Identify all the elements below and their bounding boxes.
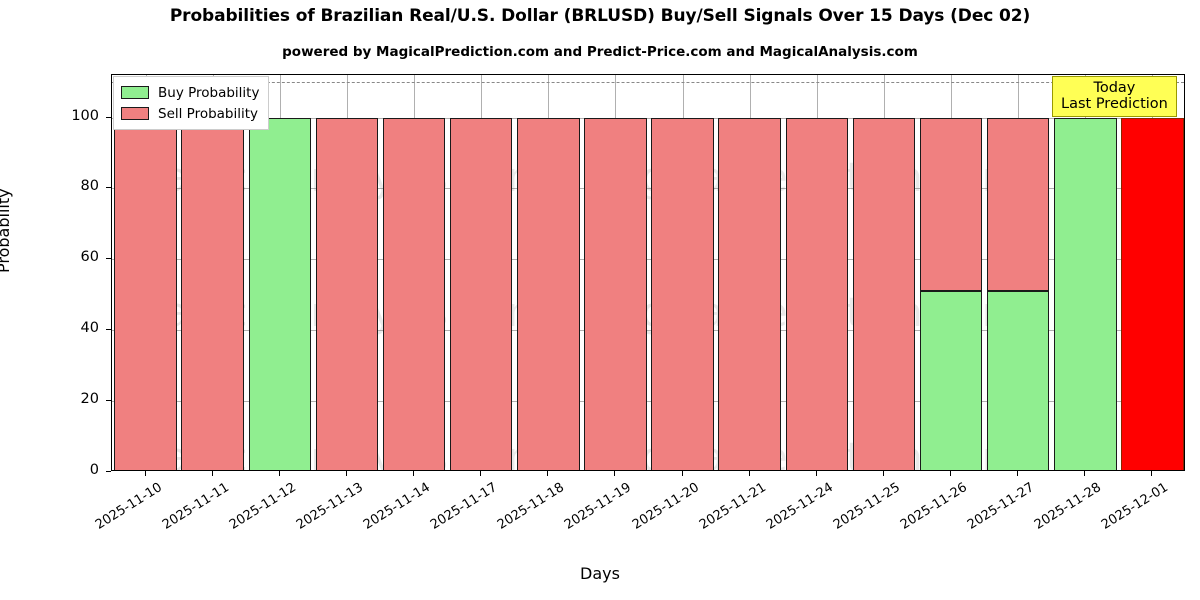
x-tick-mark-11 xyxy=(882,471,884,476)
legend-label-buy: Buy Probability xyxy=(158,84,260,101)
gridline-y-80 xyxy=(112,188,1184,190)
legend-swatch-sell-icon xyxy=(121,107,149,120)
x-tick-mark-12 xyxy=(950,471,952,476)
bar-buy-2025-11-27[interactable] xyxy=(986,291,1050,470)
bar-buy-2025-11-26[interactable] xyxy=(919,291,983,470)
x-tick-mark-8 xyxy=(681,471,683,476)
y-tick-mark-60 xyxy=(106,258,111,260)
bar-sell-2025-11-20[interactable] xyxy=(651,117,714,470)
bar-sell-2025-11-14[interactable] xyxy=(382,117,446,470)
y-tick-mark-0 xyxy=(106,471,111,472)
bar-buy-2025-11-28[interactable] xyxy=(1054,117,1117,470)
bar-buy-2025-11-12[interactable] xyxy=(248,117,312,470)
bar-sell-2025-11-21[interactable] xyxy=(718,117,781,470)
bar-sell-2025-11-11[interactable] xyxy=(181,117,244,470)
reference-dashed-line xyxy=(112,82,1184,84)
legend-item-buy: Buy Probability xyxy=(121,82,259,103)
today-annotation-line2: Last Prediction xyxy=(1061,96,1168,113)
x-tick-mark-14 xyxy=(1084,471,1086,476)
legend-swatch-buy-icon xyxy=(121,86,149,99)
y-tick-mark-100 xyxy=(106,116,111,118)
y-tick-label-0: 0 xyxy=(89,462,99,478)
bar-sell-2025-11-13[interactable] xyxy=(315,117,379,470)
today-annotation: Today Last Prediction xyxy=(1052,76,1177,118)
bar-sell-2025-11-25[interactable] xyxy=(852,117,916,470)
gridline-y-60 xyxy=(112,259,1184,261)
x-tick-mark-9 xyxy=(748,471,750,476)
x-tick-mark-15 xyxy=(1151,471,1153,476)
legend-item-sell: Sell Probability xyxy=(121,103,259,124)
plot-inner: MagicalAnalysis.comMagicaPrediction.comM… xyxy=(112,75,1184,470)
bar-sell-2025-11-19[interactable] xyxy=(584,117,647,470)
x-tick-mark-10 xyxy=(815,471,817,476)
bar-sell-2025-11-17[interactable] xyxy=(449,117,513,470)
y-tick-label-40: 40 xyxy=(80,320,99,337)
x-tick-mark-6 xyxy=(547,471,549,476)
chart-subtitle: powered by MagicalPrediction.com and Pre… xyxy=(282,44,918,60)
bar-sell-2025-11-24[interactable] xyxy=(785,117,849,470)
chart-title: Probabilities of Brazilian Real/U.S. Dol… xyxy=(169,6,1031,26)
bar-sell-2025-11-26[interactable] xyxy=(919,117,983,292)
y-tick-label-80: 80 xyxy=(80,178,99,195)
bar-today-2025-12-01[interactable] xyxy=(1121,117,1184,470)
y-tick-mark-40 xyxy=(106,329,111,331)
chart-legend: Buy Probability Sell Probability xyxy=(113,76,270,130)
today-annotation-line1: Today xyxy=(1093,80,1136,96)
x-tick-mark-13 xyxy=(1017,471,1019,476)
bar-sell-2025-11-18[interactable] xyxy=(517,117,580,470)
y-tick-mark-80 xyxy=(106,187,111,189)
x-tick-mark-2 xyxy=(278,471,280,476)
bar-sell-2025-11-10[interactable] xyxy=(114,117,177,470)
legend-label-sell: Sell Probability xyxy=(158,105,259,122)
x-tick-mark-7 xyxy=(614,471,616,476)
x-tick-mark-4 xyxy=(413,471,415,476)
gridline-y-40 xyxy=(112,330,1184,332)
x-tick-mark-0 xyxy=(144,471,146,476)
gridline-y-100 xyxy=(112,117,1184,119)
bar-sell-2025-11-27[interactable] xyxy=(986,117,1050,292)
plot-area: MagicalAnalysis.comMagicaPrediction.comM… xyxy=(111,74,1185,471)
y-tick-mark-20 xyxy=(106,400,111,402)
x-axis-label: Days xyxy=(580,564,620,583)
x-tick-mark-1 xyxy=(211,471,213,476)
x-tick-mark-3 xyxy=(345,471,347,476)
y-tick-label-20: 20 xyxy=(80,391,99,408)
y-tick-label-60: 60 xyxy=(80,249,99,266)
y-tick-label-100: 100 xyxy=(71,107,99,124)
x-tick-mark-5 xyxy=(480,471,482,476)
gridline-y-20 xyxy=(112,401,1184,403)
